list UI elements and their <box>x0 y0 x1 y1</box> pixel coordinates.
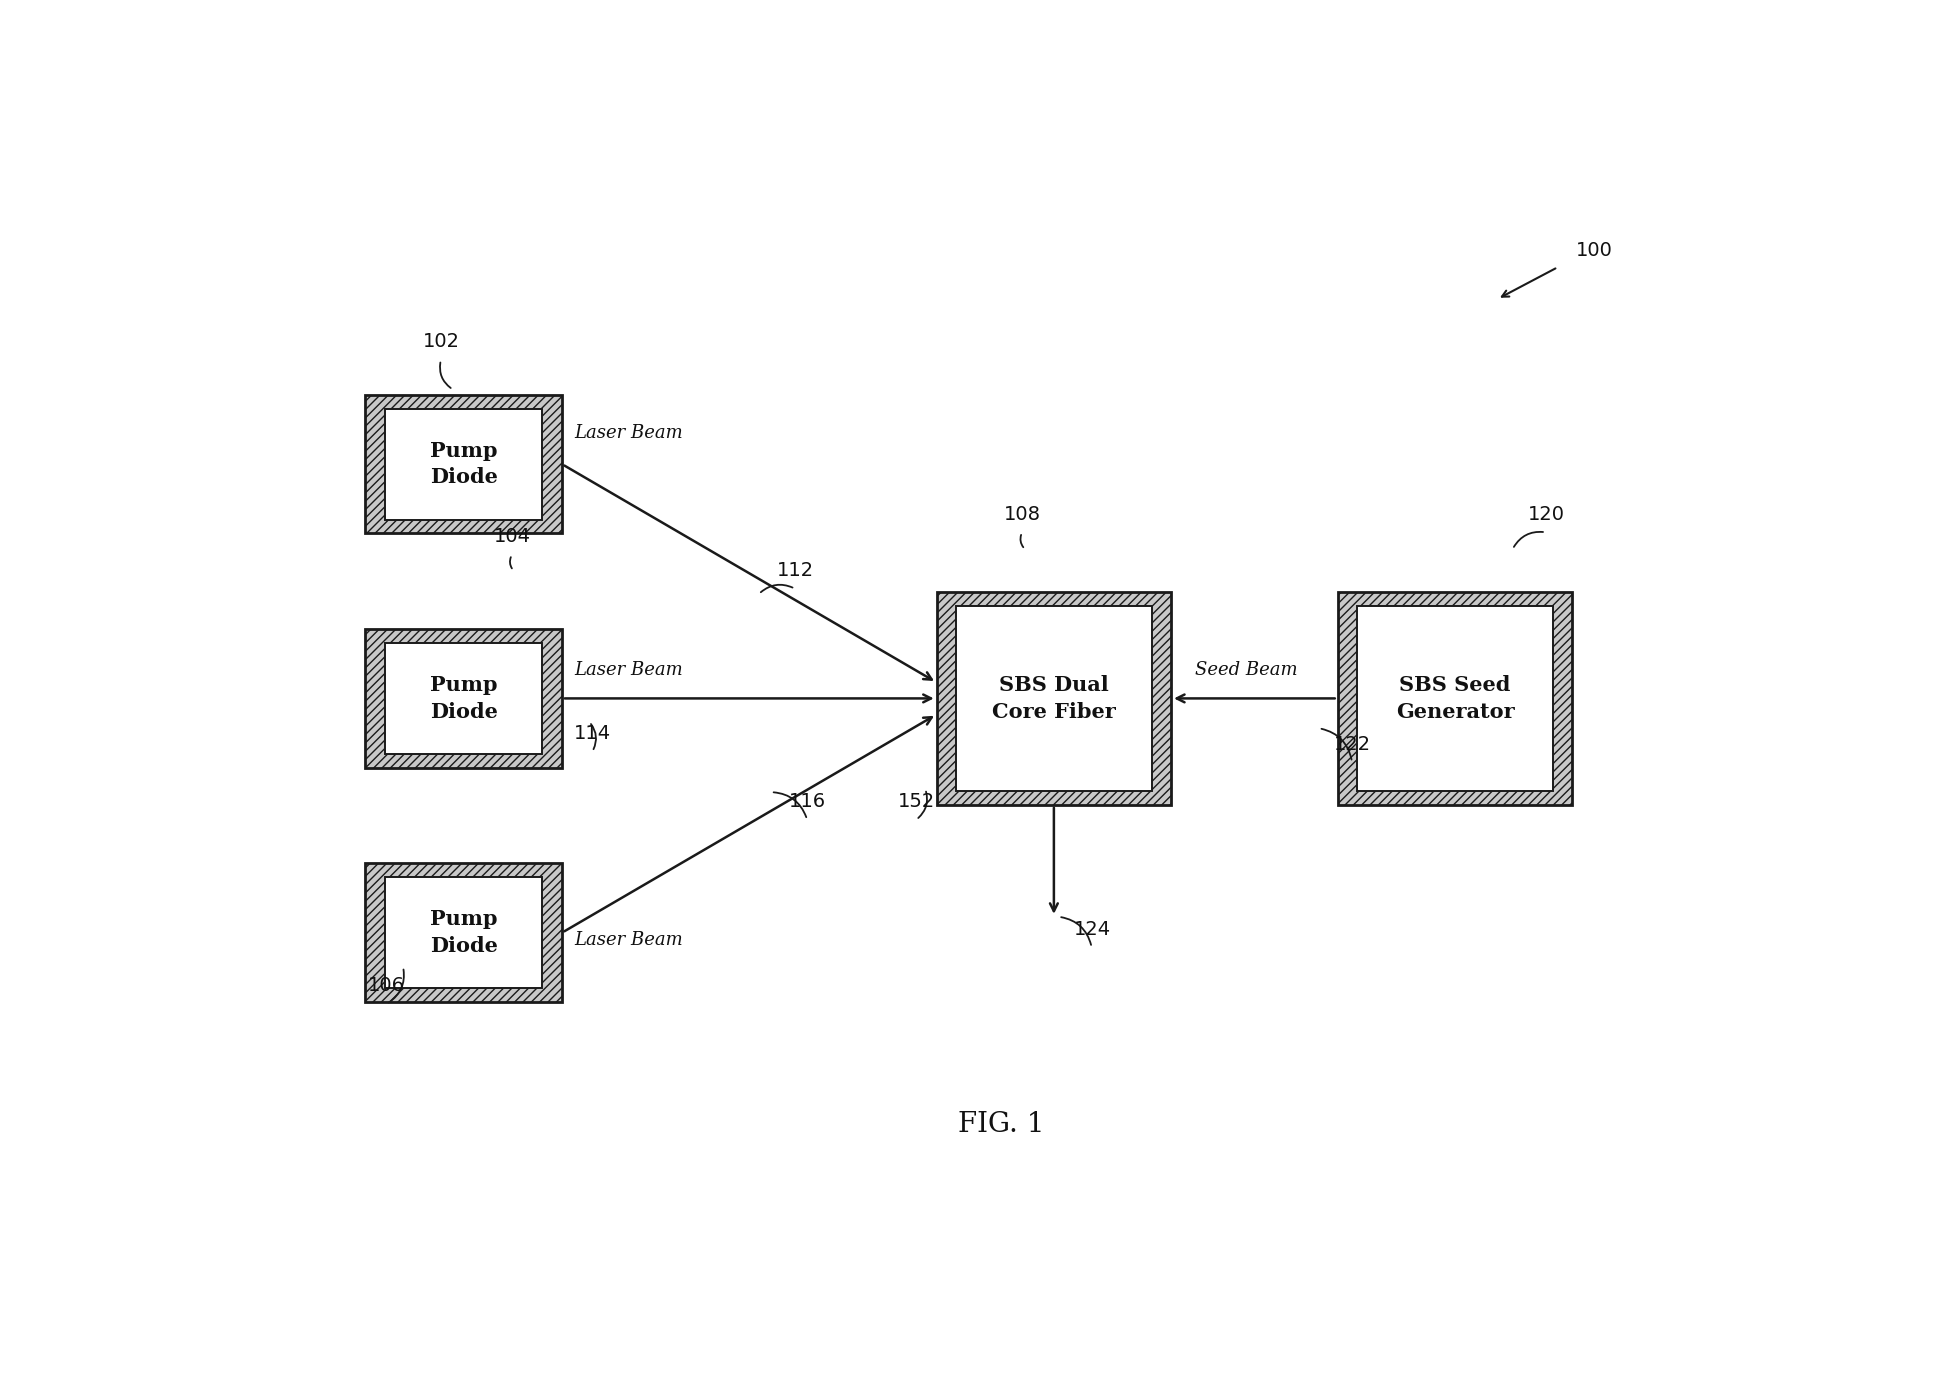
Text: 104: 104 <box>494 527 531 546</box>
Text: Pump
Diode: Pump Diode <box>430 675 498 722</box>
Text: SBS Dual
Core Fiber: SBS Dual Core Fiber <box>992 675 1115 722</box>
Text: 120: 120 <box>1527 505 1564 524</box>
Text: FIG. 1: FIG. 1 <box>957 1111 1045 1138</box>
Text: 116: 116 <box>789 792 826 810</box>
Text: 106: 106 <box>369 976 404 996</box>
FancyBboxPatch shape <box>385 643 543 754</box>
Text: 152: 152 <box>898 792 935 810</box>
Text: Laser Beam: Laser Beam <box>574 932 684 950</box>
FancyBboxPatch shape <box>1357 606 1553 791</box>
Text: 124: 124 <box>1074 920 1111 939</box>
FancyBboxPatch shape <box>385 877 543 987</box>
FancyBboxPatch shape <box>365 396 562 534</box>
FancyBboxPatch shape <box>365 629 562 768</box>
FancyBboxPatch shape <box>937 592 1172 805</box>
Text: 100: 100 <box>1576 242 1613 260</box>
Text: SBS Seed
Generator: SBS Seed Generator <box>1396 675 1514 722</box>
FancyBboxPatch shape <box>957 606 1152 791</box>
FancyBboxPatch shape <box>385 409 543 520</box>
Text: Seed Beam: Seed Beam <box>1195 661 1297 679</box>
FancyBboxPatch shape <box>365 863 562 1001</box>
Text: 112: 112 <box>777 561 814 579</box>
Text: Pump
Diode: Pump Diode <box>430 910 498 956</box>
Text: Pump
Diode: Pump Diode <box>430 441 498 487</box>
Text: 114: 114 <box>574 723 611 743</box>
FancyBboxPatch shape <box>1338 592 1572 805</box>
Text: Laser Beam: Laser Beam <box>574 661 684 679</box>
Text: 122: 122 <box>1334 734 1371 754</box>
Text: 102: 102 <box>422 332 459 351</box>
Text: Laser Beam: Laser Beam <box>574 423 684 441</box>
Text: 108: 108 <box>1004 505 1041 524</box>
